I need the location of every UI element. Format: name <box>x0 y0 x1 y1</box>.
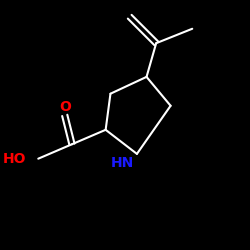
Text: HN: HN <box>111 156 134 170</box>
Text: O: O <box>59 100 71 114</box>
Text: HO: HO <box>3 152 26 166</box>
